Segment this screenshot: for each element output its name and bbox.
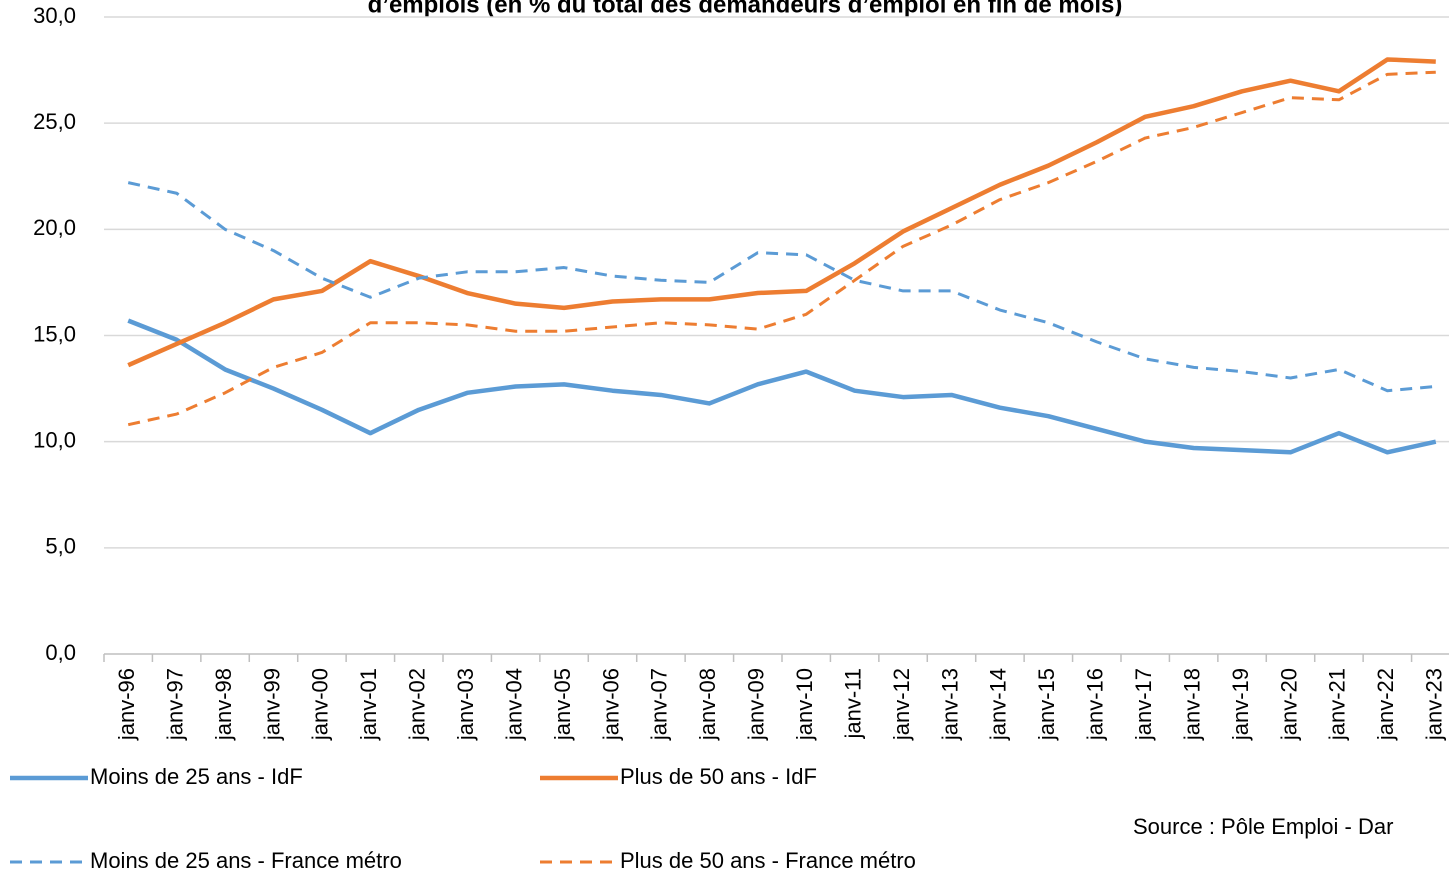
x-tick-label: janv-14 xyxy=(986,668,1011,741)
series-line xyxy=(127,318,1437,455)
x-tick-label: janv-97 xyxy=(162,668,187,741)
x-tick-label: janv-09 xyxy=(744,668,769,741)
y-tick-label: 30,0 xyxy=(33,3,76,28)
x-tick-label: janv-08 xyxy=(695,668,720,741)
x-tick-label: janv-23 xyxy=(1422,668,1447,741)
y-tick-label: 5,0 xyxy=(45,534,76,559)
series-line xyxy=(127,181,1436,393)
series-line xyxy=(127,70,1436,427)
legend-label: Moins de 25 ans - IdF xyxy=(90,764,303,789)
x-tick-label: janv-17 xyxy=(1131,668,1156,741)
source-note: Source : Pôle Emploi - Dar xyxy=(1133,814,1393,839)
x-tick-label: janv-06 xyxy=(598,668,623,741)
x-tick-label: janv-99 xyxy=(259,668,284,741)
x-tick-label: janv-18 xyxy=(1179,668,1204,741)
legend-label: Moins de 25 ans - France métro xyxy=(90,848,402,873)
chart-title: d’emplois (en % du total des demandeurs … xyxy=(368,0,1123,18)
x-tick-label: janv-15 xyxy=(1034,668,1059,741)
x-tick-label: janv-05 xyxy=(550,668,575,741)
x-tick-label: janv-12 xyxy=(889,668,914,741)
x-tick-label: janv-96 xyxy=(114,668,139,741)
series-line xyxy=(127,57,1436,368)
y-tick-label: 25,0 xyxy=(33,109,76,134)
x-tick-label: janv-22 xyxy=(1373,668,1398,741)
x-tick-label: janv-04 xyxy=(501,668,526,741)
legend-label: Plus de 50 ans - France métro xyxy=(620,848,916,873)
x-tick-label: janv-01 xyxy=(356,668,381,741)
x-tick-label: janv-98 xyxy=(211,668,236,741)
y-tick-label: 15,0 xyxy=(33,321,76,346)
x-tick-label: janv-00 xyxy=(308,668,333,741)
legend-label: Plus de 50 ans - IdF xyxy=(620,764,817,789)
y-tick-label: 0,0 xyxy=(45,640,76,665)
x-tick-label: janv-19 xyxy=(1228,668,1253,741)
x-tick-label: janv-07 xyxy=(647,668,672,741)
x-tick-label: janv-20 xyxy=(1276,668,1301,741)
x-tick-label: janv-03 xyxy=(453,668,478,741)
x-tick-label: janv-13 xyxy=(937,668,962,741)
x-tick-label: janv-21 xyxy=(1325,668,1350,741)
x-tick-label: janv-16 xyxy=(1083,668,1108,741)
x-tick-label: janv-02 xyxy=(405,668,430,741)
y-tick-label: 20,0 xyxy=(33,215,76,240)
y-tick-label: 10,0 xyxy=(33,427,76,452)
x-tick-label: janv-10 xyxy=(792,668,817,741)
x-tick-label: janv-11 xyxy=(840,668,865,740)
